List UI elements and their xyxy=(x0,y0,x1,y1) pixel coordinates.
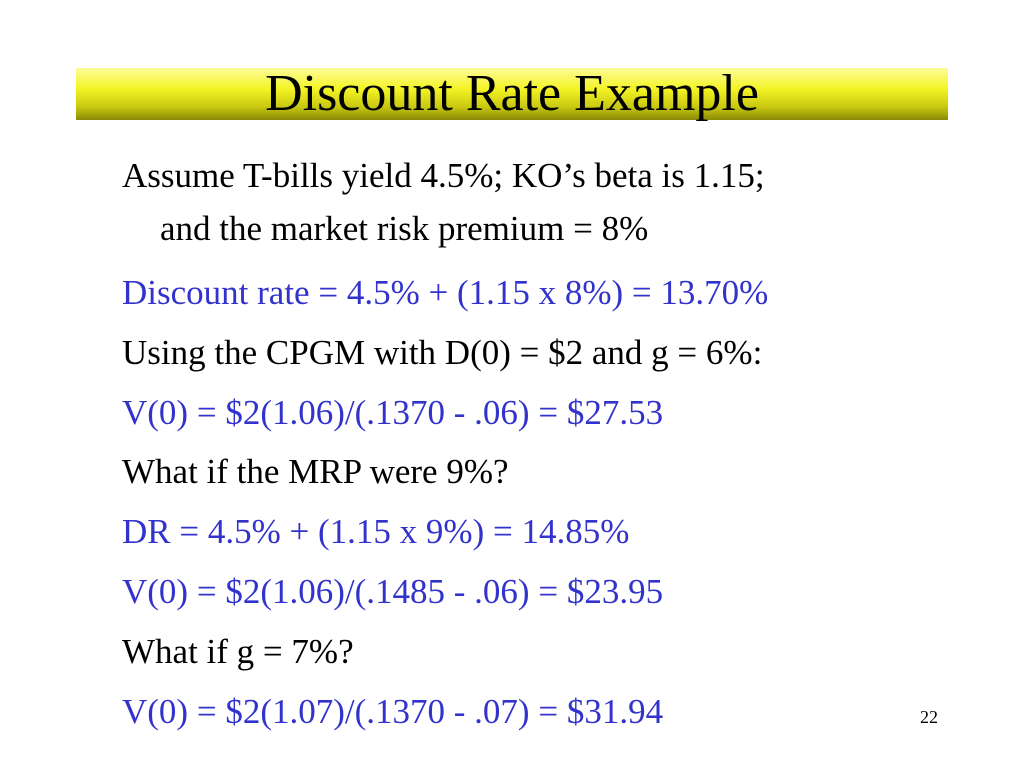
page-number: 22 xyxy=(920,707,938,727)
slide-title: Discount Rate Example xyxy=(265,65,759,122)
body-line-value-1: V(0) = $2(1.06)/(.1370 - .06) = $27.53 xyxy=(122,393,664,432)
title-bar xyxy=(76,68,948,120)
body-line-mrp-question: What if the MRP were 9%? xyxy=(122,452,509,491)
body-line-dr-2: DR = 4.5% + (1.15 x 9%) = 14.85% xyxy=(122,512,630,551)
body-line-value-2: V(0) = $2(1.06)/(.1485 - .06) = $23.95 xyxy=(122,572,664,611)
body-line-cpgm: Using the CPGM with D(0) = $2 and g = 6%… xyxy=(122,333,763,372)
body-line-growth-question: What if g = 7%? xyxy=(122,632,354,671)
body-line-discount-rate: Discount rate = 4.5% + (1.15 x 8%) = 13.… xyxy=(122,273,769,312)
body-line-assumption-continued: and the market risk premium = 8% xyxy=(160,209,649,248)
body-line-value-3: V(0) = $2(1.07)/(.1370 - .07) = $31.94 xyxy=(122,692,664,731)
body-line-assumption: Assume T-bills yield 4.5%; KO’s beta is … xyxy=(122,156,765,195)
